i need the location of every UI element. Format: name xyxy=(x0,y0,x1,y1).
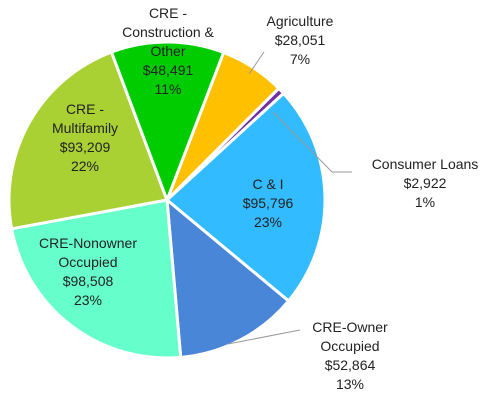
category: CRE - Multifamily xyxy=(51,101,119,136)
percent-label: 1% xyxy=(414,194,436,210)
percent-label: 23% xyxy=(73,292,103,308)
value-label: $93,209 xyxy=(59,139,111,155)
value-label: $95,796 xyxy=(242,195,294,211)
pie-slice xyxy=(165,196,291,360)
category: Agriculture xyxy=(266,13,334,29)
category: CRE-Owner Occupied xyxy=(312,319,388,354)
slice-label: C & I $95,796 23% xyxy=(218,175,318,232)
slice-label: CRE-Owner Occupied $52,864 13% xyxy=(300,318,400,394)
slice-label: CRE - Construction & Other $48,491 11% xyxy=(112,4,224,99)
percent-label: 13% xyxy=(335,376,365,392)
percent-label: 22% xyxy=(70,158,100,174)
percent-label: 11% xyxy=(154,81,182,97)
value-label: $2,922 xyxy=(403,175,447,191)
percent-label: 23% xyxy=(253,214,283,230)
slice-label: Agriculture $28,051 7% xyxy=(245,12,355,69)
category: Consumer Loans xyxy=(371,156,479,172)
slice-label: CRE - Multifamily $93,209 22% xyxy=(40,100,130,176)
pie-slice xyxy=(9,198,183,360)
category: C & I xyxy=(252,176,284,192)
value-label: $28,051 xyxy=(274,32,326,48)
leader-line xyxy=(248,51,265,75)
value-label: $98,508 xyxy=(62,273,114,289)
pie-slice xyxy=(164,91,327,304)
category: CRE-Nonowner Occupied xyxy=(38,235,138,270)
slice-label: Consumer Loans $2,922 1% xyxy=(350,155,490,212)
value-label: $48,491 xyxy=(142,62,194,78)
slices xyxy=(7,40,327,360)
leader-line xyxy=(227,329,301,345)
leader-line xyxy=(272,111,352,173)
pie-slice xyxy=(109,40,226,205)
value-label: $52,864 xyxy=(324,357,376,373)
slice-label: CRE-Nonowner Occupied $98,508 23% xyxy=(23,234,153,310)
percent-label: 7% xyxy=(289,51,311,67)
category: CRE - Construction & Other xyxy=(122,5,214,59)
